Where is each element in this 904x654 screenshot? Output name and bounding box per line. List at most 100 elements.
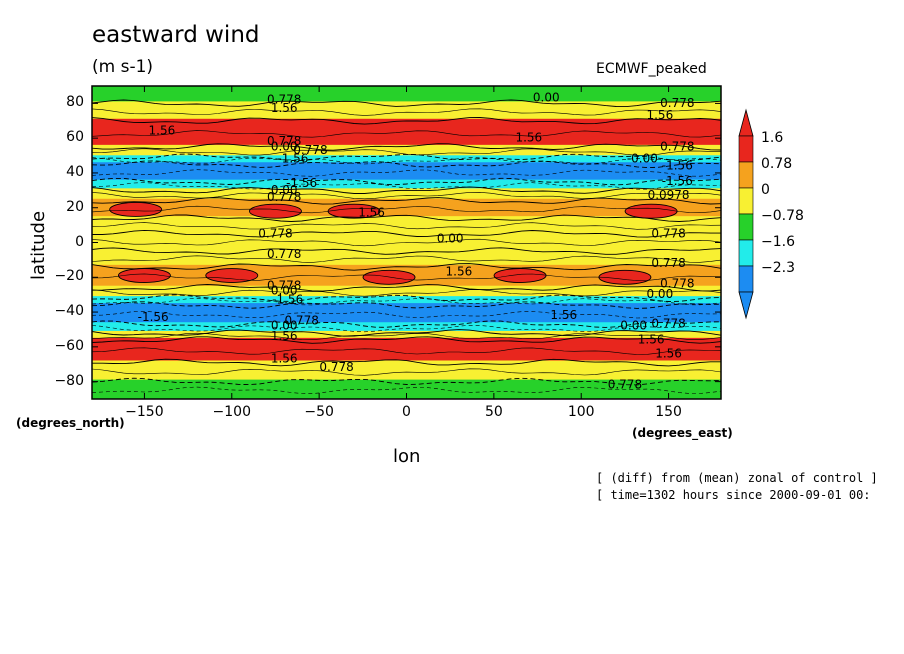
x-tick-label: 50 <box>484 404 503 420</box>
contour-label: 0.778 <box>660 277 694 291</box>
contour-label: 1.56 <box>446 265 473 279</box>
contour-line <box>92 273 721 281</box>
contour-label: 1.56 <box>358 205 385 219</box>
contour-label: 0.778 <box>267 92 301 106</box>
colorbar-swatch <box>738 265 754 293</box>
contour-line <box>92 336 721 344</box>
contour-line <box>92 157 721 165</box>
colorbar-swatch <box>738 135 754 163</box>
contour-label: 1.56 <box>638 332 665 346</box>
contour-label: -1.56 <box>277 152 308 166</box>
maximum-cell <box>493 268 547 283</box>
note-line-2: [ time=1302 hours since 2000-09-01 00: <box>596 488 871 502</box>
contour-label: 1.56 <box>149 124 176 138</box>
contour-band <box>92 330 721 342</box>
contour-label: -1.56 <box>272 292 303 306</box>
colorbar <box>738 108 754 320</box>
contour-band <box>92 118 721 149</box>
contour-line <box>92 117 721 125</box>
colorbar-swatch <box>738 161 754 189</box>
contour-line <box>92 143 721 151</box>
y-tick-label: 40 <box>66 163 84 180</box>
x-tick-label: −100 <box>212 404 251 420</box>
contour-line <box>92 197 721 205</box>
y-tick-label: −60 <box>54 337 84 354</box>
y-tick-label: −20 <box>54 268 84 285</box>
contour-band <box>92 216 721 236</box>
y-tick-label: 0 <box>75 233 84 250</box>
contour-label: -1.56 <box>286 176 317 190</box>
x-axis-label: lon <box>393 446 421 467</box>
contour-band <box>92 296 721 308</box>
contour-label: -1.56 <box>662 158 693 172</box>
contour-label: 1.56 <box>646 108 673 122</box>
contour-lines <box>92 99 721 394</box>
contour-band <box>92 303 721 327</box>
contour-label: 0.778 <box>660 96 694 110</box>
contour-label: 0.778 <box>284 313 318 327</box>
colorbar-label: 0.78 <box>761 156 793 172</box>
contour-line <box>92 214 721 222</box>
contour-line <box>92 263 721 271</box>
contour-line <box>92 298 721 306</box>
contour-label: 0.0978 <box>648 188 690 202</box>
colorbar-label: 0 <box>761 182 770 198</box>
maximum-cell <box>249 203 302 219</box>
contour-line <box>92 255 721 263</box>
contour-label: 0.778 <box>267 278 301 292</box>
contour-line <box>92 347 721 355</box>
colorbar-top-arrow <box>738 108 754 137</box>
contour-label: -1.56 <box>138 310 169 324</box>
local-maxima <box>109 202 678 285</box>
contour-band <box>92 86 721 106</box>
contour-line <box>92 358 721 367</box>
colorbar-label: −2.3 <box>761 260 795 276</box>
contour-line <box>92 238 721 247</box>
contour-line <box>92 289 721 297</box>
y-tick-label: −40 <box>54 303 84 320</box>
contour-label: 0.778 <box>651 256 685 270</box>
colorbar-swatch <box>738 239 754 267</box>
contour-line <box>92 324 721 333</box>
y-tick-label: 60 <box>66 129 84 146</box>
contour-line <box>92 229 721 238</box>
contour-line <box>92 329 721 337</box>
axis-ticks <box>92 86 721 399</box>
contour-label: -0.00 <box>627 152 658 166</box>
maximum-cell <box>624 203 678 219</box>
contour-line <box>92 108 721 116</box>
contour-line <box>92 130 721 138</box>
contour-line <box>92 177 721 186</box>
colorbar-swatch <box>738 213 754 241</box>
y-tick-label: 80 <box>66 94 84 111</box>
contour-line <box>92 186 721 194</box>
chart-title: eastward wind <box>92 22 260 48</box>
contour-label: 0.00 <box>533 91 560 105</box>
colorbar-label: −0.78 <box>761 208 804 224</box>
colorbar-bottom-arrow <box>738 291 754 320</box>
contour-label: 0.00 <box>271 139 298 153</box>
model-label: ECMWF_peaked <box>596 61 707 77</box>
contour-label: 0.778 <box>651 226 685 240</box>
note-line-1: [ (diff) from (mean) zonal of control ] <box>596 471 878 485</box>
contour-label: 0.778 <box>258 226 292 240</box>
contour-line <box>92 169 721 177</box>
contour-line <box>92 222 721 230</box>
contour-label: 1.56 <box>271 101 298 115</box>
contour-line <box>92 386 721 394</box>
contour-label: 0.778 <box>660 139 694 153</box>
colorbar-swatch <box>738 187 754 215</box>
contour-line <box>92 160 721 169</box>
contour-label: 0.778 <box>319 360 353 374</box>
y-axis-label: latitude <box>28 210 49 280</box>
contour-line <box>92 332 721 341</box>
x-tick-label: −150 <box>125 404 164 420</box>
contour-label: 0.00 <box>437 232 464 246</box>
contour-line <box>92 284 721 292</box>
contour-label: 0.00 <box>271 284 298 298</box>
contour-line <box>92 205 721 214</box>
contour-label: 0.00 <box>646 287 673 301</box>
x-tick-label: −50 <box>304 404 334 420</box>
contour-label: 0.778 <box>608 378 642 392</box>
